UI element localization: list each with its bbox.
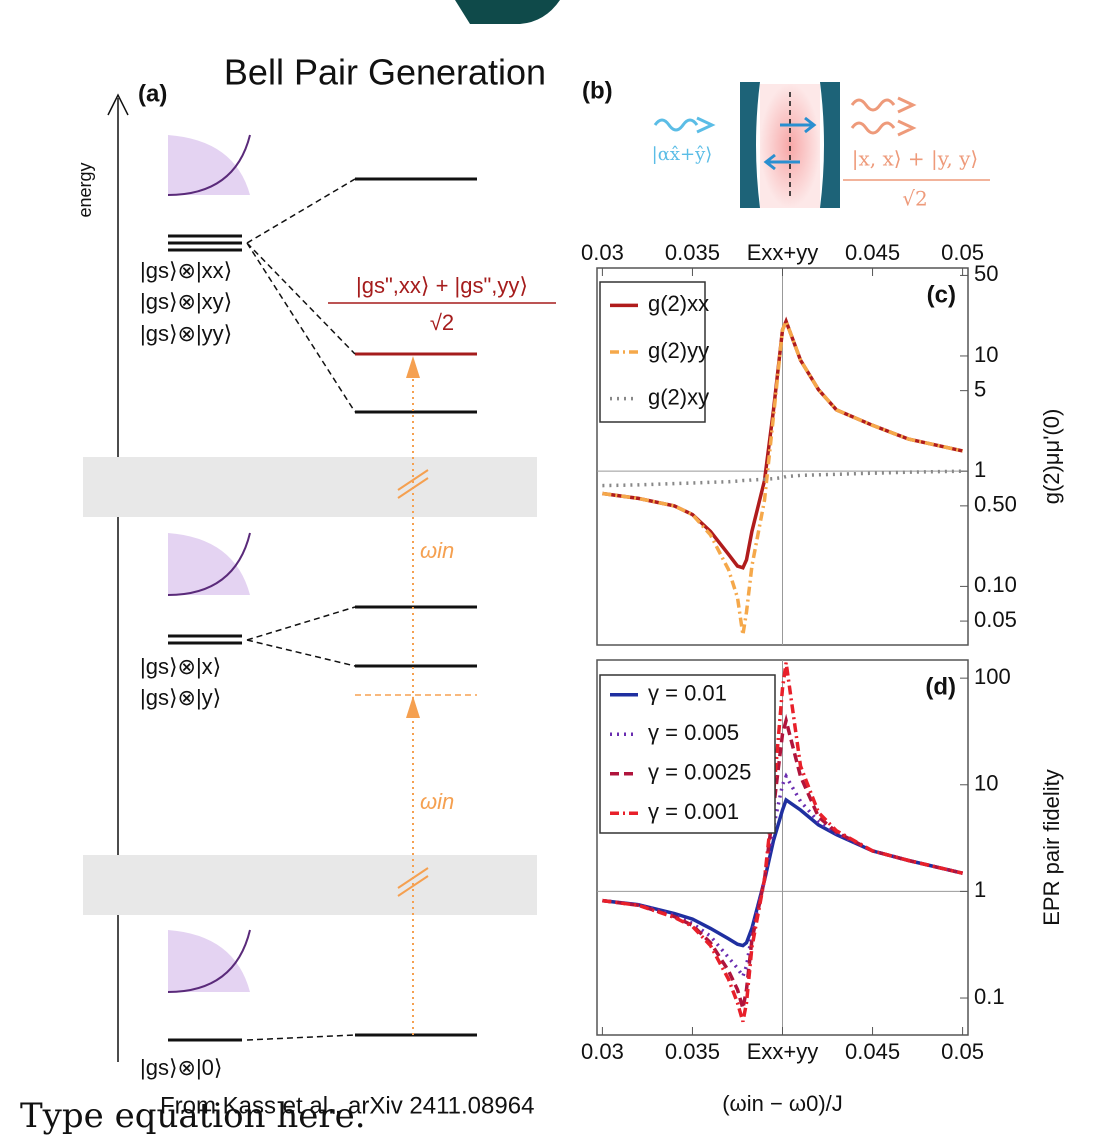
input-wave bbox=[653, 118, 699, 132]
x-tick-label: 0.045 bbox=[845, 1039, 900, 1064]
x-axis-label: (ωin − ω0)/J bbox=[722, 1091, 843, 1116]
mirrors bbox=[740, 82, 840, 208]
panel-label: (c) bbox=[927, 281, 956, 308]
legend-label: g(2)xx bbox=[648, 291, 709, 316]
y-axis-label: g(2)μμ'(0) bbox=[1039, 409, 1064, 505]
series-line bbox=[602, 662, 964, 1023]
y-tick-label: 5 bbox=[974, 376, 986, 401]
drive-label: ωin bbox=[420, 538, 454, 563]
y-axis-label: EPR pair fidelity bbox=[1039, 769, 1064, 926]
x-tick-label: 0.03 bbox=[581, 1039, 624, 1064]
legend-label: g(2)xy bbox=[648, 384, 709, 409]
output-waves bbox=[850, 96, 917, 137]
legend-label: γ = 0.001 bbox=[648, 799, 739, 824]
levels bbox=[168, 177, 477, 1042]
legend-label: γ = 0.0025 bbox=[648, 760, 751, 785]
y-tick-label: 0.50 bbox=[974, 492, 1017, 517]
x-tick-label: 0.045 bbox=[845, 240, 900, 265]
x-tick-label: 0.035 bbox=[665, 240, 720, 265]
y-tick-label: 0.10 bbox=[974, 572, 1017, 597]
spins bbox=[763, 116, 817, 171]
image-fragment bbox=[455, 0, 560, 24]
panel-label: (d) bbox=[925, 673, 956, 700]
y-tick-label: 1 bbox=[974, 457, 986, 482]
state-label: |gs⟩⊗|yy⟩ bbox=[140, 321, 232, 346]
legend-label: γ = 0.01 bbox=[648, 681, 727, 706]
drive-label: ωin bbox=[420, 789, 454, 814]
state-label: |gs⟩⊗|x⟩ bbox=[140, 654, 221, 679]
bell-denominator: √2 bbox=[430, 310, 454, 335]
legend-label: g(2)yy bbox=[648, 338, 709, 363]
panel-label: (a) bbox=[138, 80, 167, 107]
input-state: |αx̂+ŷ⟩ bbox=[652, 144, 713, 165]
break-band bbox=[83, 457, 537, 517]
y-tick-label: 100 bbox=[974, 664, 1011, 689]
source: From Kass et al., arXiv 2411.08964 bbox=[160, 1092, 534, 1119]
bell-numerator: |gs",xx⟩ + |gs",yy⟩ bbox=[356, 273, 528, 298]
series-line bbox=[602, 316, 963, 636]
x-tick-label: Exx+yy bbox=[747, 1039, 819, 1064]
legend-box bbox=[599, 674, 776, 834]
state-label: |gs⟩⊗|y⟩ bbox=[140, 685, 221, 710]
y-tick-label: 0.1 bbox=[974, 984, 1005, 1009]
state-label: |gs⟩⊗|xx⟩ bbox=[140, 258, 232, 283]
arrow-head bbox=[107, 93, 129, 116]
output-denominator: √2 bbox=[902, 187, 927, 211]
y-tick-label: 0.05 bbox=[974, 607, 1017, 632]
x-tick-label: 0.05 bbox=[941, 1039, 984, 1064]
x-tick-label: 0.05 bbox=[941, 240, 984, 265]
x-tick-label: Exx+yy bbox=[747, 240, 819, 265]
y-tick-label: 10 bbox=[974, 771, 998, 796]
y-tick-label: 50 bbox=[974, 261, 998, 286]
title: Bell Pair Generation bbox=[224, 52, 546, 93]
legend-label: γ = 0.005 bbox=[648, 720, 739, 745]
continua bbox=[167, 134, 251, 993]
series-line bbox=[602, 469, 963, 488]
y-tick-label: 10 bbox=[974, 342, 998, 367]
panel-label: (b) bbox=[582, 77, 613, 104]
x-tick-label: 0.03 bbox=[581, 240, 624, 265]
x-tick-label: 0.035 bbox=[665, 1039, 720, 1064]
arrow-head bbox=[696, 116, 716, 134]
output-numerator: |x, x⟩ + |y, y⟩ bbox=[852, 147, 978, 172]
break-band bbox=[83, 855, 537, 915]
y-tick-label: 1 bbox=[974, 877, 986, 902]
state-label: |gs⟩⊗|0⟩ bbox=[140, 1055, 223, 1080]
placeholder: Type equation here. bbox=[20, 1096, 366, 1136]
state-label: |gs⟩⊗|xy⟩ bbox=[140, 289, 232, 314]
axis-label: energy bbox=[75, 162, 95, 217]
